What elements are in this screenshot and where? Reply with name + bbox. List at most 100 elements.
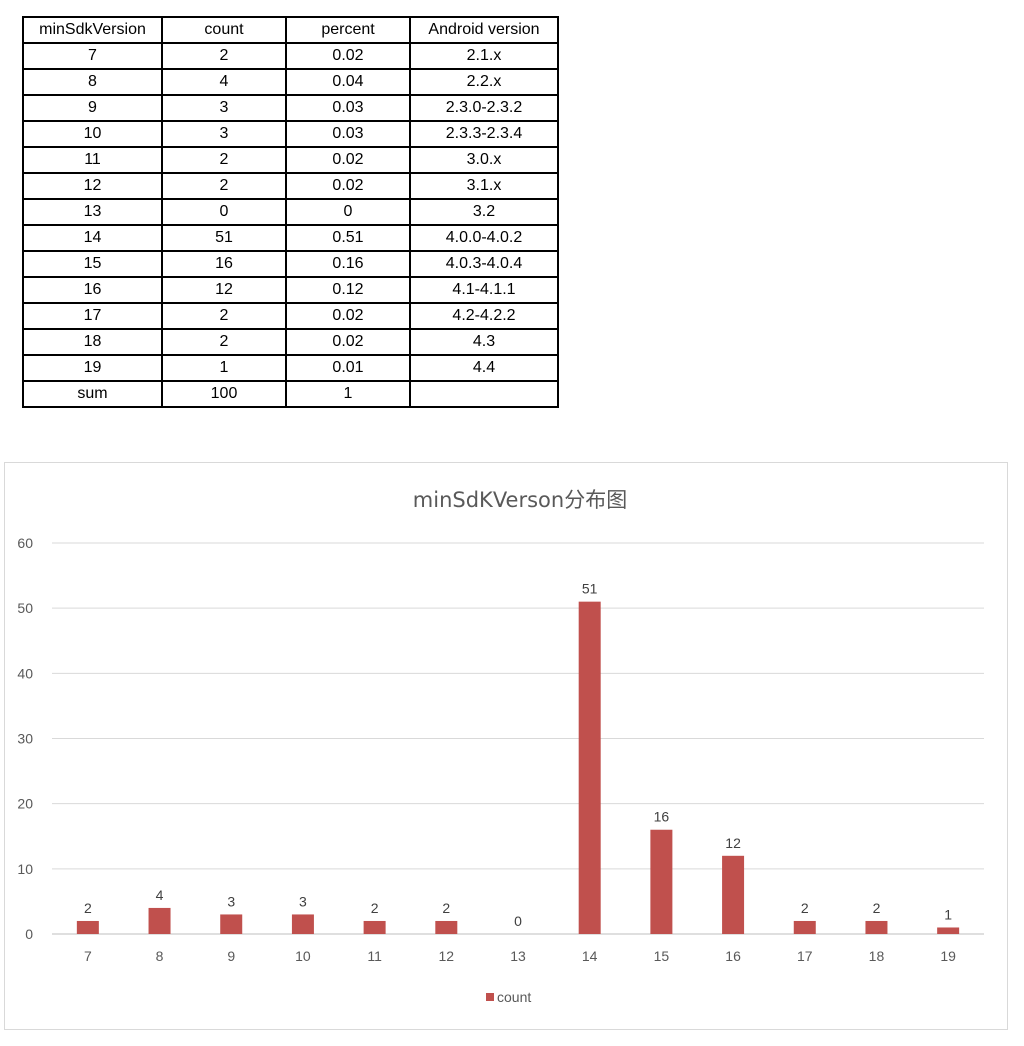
cell-min-sdk-version: 15: [22, 250, 163, 278]
cell-min-sdk-version: 13: [22, 198, 163, 226]
cell-percent: 0.16: [285, 250, 411, 278]
x-tick-label: 8: [156, 948, 164, 964]
header-count: count: [161, 16, 287, 44]
cell-android-version: 2.3.3-2.3.4: [409, 120, 559, 148]
table-body: 7 2 0.02 2.1.x 8 4 0.04 2.2.x 9 3 0.03 2.3.0-2.3.2 1…: [22, 42, 559, 408]
x-tick-label: 11: [367, 948, 382, 964]
bar-19: [937, 927, 960, 934]
cell-android-version: 2.2.x: [409, 68, 559, 96]
cell-count: 2: [161, 146, 287, 174]
cell-min-sdk-version: 8: [22, 68, 163, 96]
table-row: 8 4 0.04 2.2.x: [22, 68, 559, 96]
table-row: 15 16 0.16 4.0.3-4.0.4: [22, 250, 559, 278]
cell-android-version: 4.4: [409, 354, 559, 382]
data-label: 1: [944, 906, 952, 922]
data-label: 51: [582, 581, 598, 597]
bar-chart: minSdKVerson分布图0102030405060274839310211…: [17, 488, 984, 1005]
cell-min-sdk-version: 9: [22, 94, 163, 122]
table-row: 18 2 0.02 4.3: [22, 328, 559, 356]
x-tick-label: 14: [582, 948, 598, 964]
table-row: 16 12 0.12 4.1-4.1.1: [22, 276, 559, 304]
data-label: 2: [84, 900, 92, 916]
x-tick-label: 18: [869, 948, 885, 964]
x-tick-label: 17: [797, 948, 813, 964]
cell-min-sdk-version: 18: [22, 328, 163, 356]
cell-android-version: [409, 380, 559, 408]
bar-10: [291, 914, 314, 934]
table-row: 12 2 0.02 3.1.x: [22, 172, 559, 200]
y-tick-label: 40: [17, 665, 33, 681]
cell-percent: 0.04: [285, 68, 411, 96]
table-row: 14 51 0.51 4.0.0-4.0.2: [22, 224, 559, 252]
cell-min-sdk-version: 11: [22, 146, 163, 174]
x-tick-label: 9: [227, 948, 235, 964]
x-tick-label: 12: [439, 948, 455, 964]
data-label: 2: [801, 900, 809, 916]
cell-min-sdk-version: 12: [22, 172, 163, 200]
cell-count: 1: [161, 354, 287, 382]
data-label: 2: [442, 900, 450, 916]
y-tick-label: 60: [17, 535, 33, 551]
header-min-sdk-version: minSdkVersion: [22, 16, 163, 44]
y-tick-label: 0: [25, 926, 33, 942]
data-label: 12: [725, 835, 741, 851]
y-tick-label: 20: [17, 796, 33, 812]
table-row: sum 100 1: [22, 380, 559, 408]
chart-title: minSdKVerson分布图: [413, 488, 627, 512]
cell-min-sdk-version: 17: [22, 302, 163, 330]
y-tick-label: 50: [17, 600, 33, 616]
cell-percent: 0.02: [285, 172, 411, 200]
table-row: 17 2 0.02 4.2-4.2.2: [22, 302, 559, 330]
bar-16: [722, 855, 745, 934]
cell-min-sdk-version: 7: [22, 42, 163, 70]
x-tick-label: 13: [510, 948, 526, 964]
cell-percent: 0.02: [285, 328, 411, 356]
cell-android-version: 3.2: [409, 198, 559, 226]
x-tick-label: 16: [725, 948, 741, 964]
cell-android-version: 2.1.x: [409, 42, 559, 70]
table-row: 13 0 0 3.2: [22, 198, 559, 226]
legend-label: count: [497, 989, 531, 1005]
cell-min-sdk-version: 19: [22, 354, 163, 382]
cell-min-sdk-version: 16: [22, 276, 163, 304]
data-label: 0: [514, 913, 522, 929]
bar-14: [578, 601, 601, 934]
data-label: 16: [654, 809, 670, 825]
data-label: 2: [873, 900, 881, 916]
header-android-version: Android version: [409, 16, 559, 44]
cell-count: 2: [161, 328, 287, 356]
legend-swatch: [486, 993, 494, 1001]
cell-count: 3: [161, 120, 287, 148]
cell-percent: 0.02: [285, 146, 411, 174]
cell-count: 2: [161, 172, 287, 200]
x-tick-label: 10: [295, 948, 311, 964]
cell-min-sdk-version: 14: [22, 224, 163, 252]
cell-android-version: 4.3: [409, 328, 559, 356]
cell-percent: 0.01: [285, 354, 411, 382]
bar-15: [650, 829, 673, 934]
bar-7: [76, 920, 99, 934]
cell-percent: 0.03: [285, 94, 411, 122]
cell-count: 4: [161, 68, 287, 96]
bar-18: [865, 920, 888, 934]
cell-count: 2: [161, 42, 287, 70]
cell-android-version: 3.0.x: [409, 146, 559, 174]
table-row: 7 2 0.02 2.1.x: [22, 42, 559, 70]
cell-percent: 0.02: [285, 302, 411, 330]
x-tick-label: 7: [84, 948, 92, 964]
bar-17: [793, 920, 816, 934]
y-tick-label: 30: [17, 731, 33, 747]
cell-percent: 1: [285, 380, 411, 408]
cell-percent: 0.51: [285, 224, 411, 252]
table-row: 10 3 0.03 2.3.3-2.3.4: [22, 120, 559, 148]
x-tick-label: 15: [654, 948, 670, 964]
cell-android-version: 4.0.0-4.0.2: [409, 224, 559, 252]
table-row: 19 1 0.01 4.4: [22, 354, 559, 382]
cell-min-sdk-version: sum: [22, 380, 163, 408]
cell-count: 12: [161, 276, 287, 304]
header-percent: percent: [285, 16, 411, 44]
cell-percent: 0: [285, 198, 411, 226]
bar-11: [363, 920, 386, 934]
cell-android-version: 4.2-4.2.2: [409, 302, 559, 330]
bar-12: [435, 920, 458, 934]
